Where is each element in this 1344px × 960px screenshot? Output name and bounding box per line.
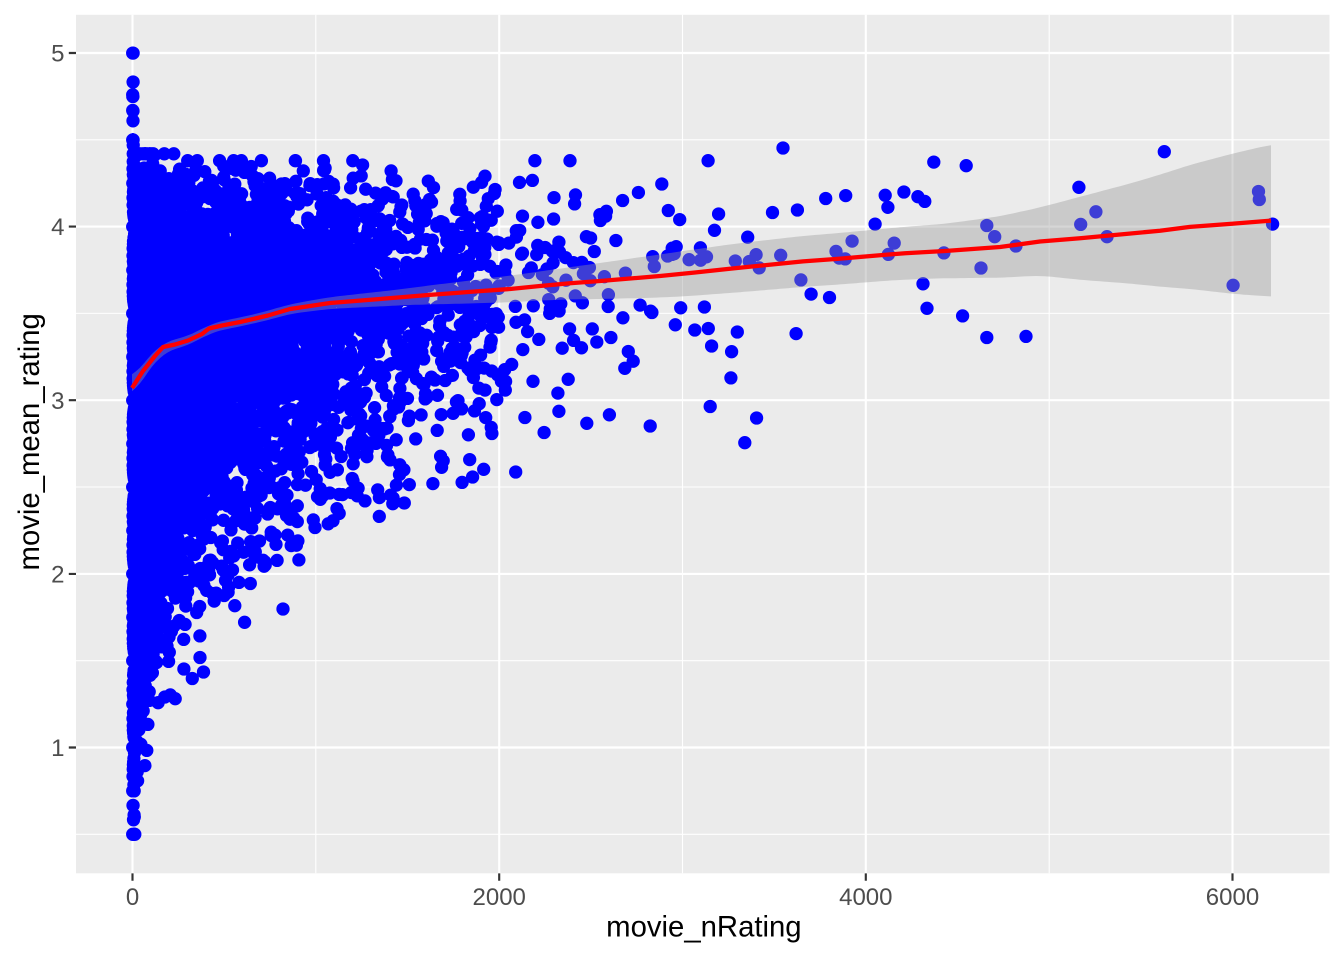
svg-text:1: 1 (51, 735, 64, 762)
svg-text:2: 2 (51, 562, 64, 589)
svg-text:movie_mean_rating: movie_mean_rating (13, 313, 46, 570)
svg-text:0: 0 (126, 884, 139, 911)
svg-text:6000: 6000 (1206, 884, 1259, 911)
svg-text:2000: 2000 (473, 884, 526, 911)
svg-text:movie_nRating: movie_nRating (606, 910, 801, 943)
svg-text:4000: 4000 (839, 884, 892, 911)
svg-text:5: 5 (51, 41, 64, 68)
svg-text:3: 3 (51, 388, 64, 415)
svg-text:4: 4 (51, 214, 64, 241)
